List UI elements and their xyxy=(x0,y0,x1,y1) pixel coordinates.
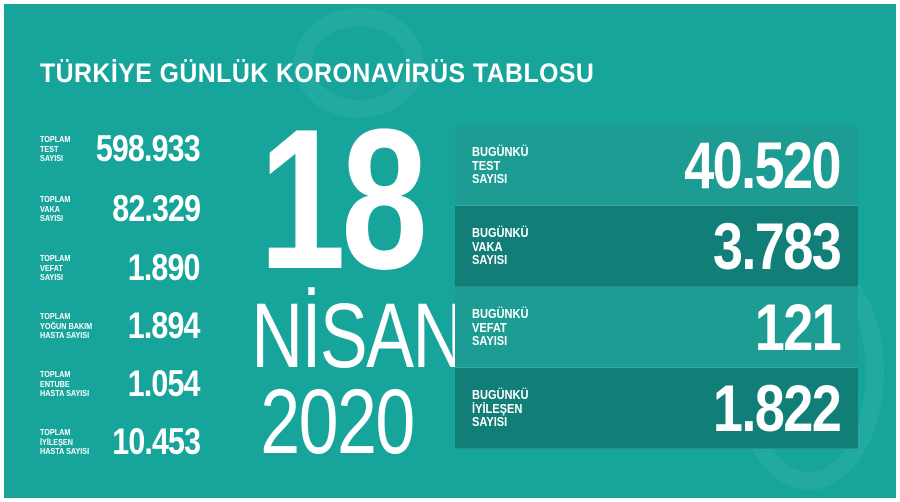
page-title: TÜRKİYE GÜNLÜK KORONAVİRÜS TABLOSU xyxy=(40,58,595,88)
today-label: BUGÜNKÜ İYİLEŞEN SAYISI xyxy=(472,386,529,429)
date-day: 18 xyxy=(259,88,428,311)
total-label: TOPLAM VEFAT SAYISI xyxy=(40,252,71,282)
total-label: TOPLAM TEST SAYISI xyxy=(40,133,71,163)
total-tests: TOPLAM TEST SAYISI 598.933 xyxy=(40,124,201,174)
today-value: 3.783 xyxy=(712,209,842,283)
total-recovered: TOPLAM İYİLEŞEN HASTA SAYISI 10.453 xyxy=(40,417,201,467)
total-label: TOPLAM VAKA SAYISI xyxy=(40,193,71,223)
total-label: TOPLAM İYİLEŞEN HASTA SAYISI xyxy=(40,426,90,456)
today-recovered: BUGÜNKÜ İYİLEŞEN SAYISI 1.822 xyxy=(455,368,858,449)
date-month: NİSAN xyxy=(251,285,464,387)
infographic-card: TÜRKİYE GÜNLÜK KORONAVİRÜS TABLOSU TOPLA… xyxy=(4,4,896,498)
total-label: TOPLAM YOĞUN BAKIM HASTA SAYISI xyxy=(40,310,93,340)
total-value: 10.453 xyxy=(112,421,201,462)
today-value: 40.520 xyxy=(684,128,841,202)
today-label: BUGÜNKÜ VAKA SAYISI xyxy=(472,224,529,267)
total-value: 1.894 xyxy=(128,305,201,346)
today-panel: BUGÜNKÜ TEST SAYISI 40.520 BUGÜNKÜ VAKA S… xyxy=(455,125,858,449)
total-value: 1.890 xyxy=(128,247,201,288)
total-intubated: TOPLAM ENTUBE HASTA SAYISI 1.054 xyxy=(40,359,201,409)
today-value: 121 xyxy=(754,290,842,364)
today-label: BUGÜNKÜ TEST SAYISI xyxy=(472,143,529,186)
today-deaths: BUGÜNKÜ VEFAT SAYISI 121 xyxy=(455,287,858,368)
date-year: 2020 xyxy=(260,371,415,473)
today-value: 1.822 xyxy=(712,371,842,445)
today-label: BUGÜNKÜ VEFAT SAYISI xyxy=(472,305,529,348)
total-value: 82.329 xyxy=(112,188,201,229)
total-label: TOPLAM ENTUBE HASTA SAYISI xyxy=(40,368,90,398)
total-value: 598.933 xyxy=(96,128,201,169)
today-cases: BUGÜNKÜ VAKA SAYISI 3.783 xyxy=(455,206,858,287)
today-tests: BUGÜNKÜ TEST SAYISI 40.520 xyxy=(455,125,858,206)
total-cases: TOPLAM VAKA SAYISI 82.329 xyxy=(40,184,201,234)
total-deaths: TOPLAM VEFAT SAYISI 1.890 xyxy=(40,243,201,293)
total-value: 1.054 xyxy=(128,363,201,404)
total-icu: TOPLAM YOĞUN BAKIM HASTA SAYISI 1.894 xyxy=(40,301,201,351)
